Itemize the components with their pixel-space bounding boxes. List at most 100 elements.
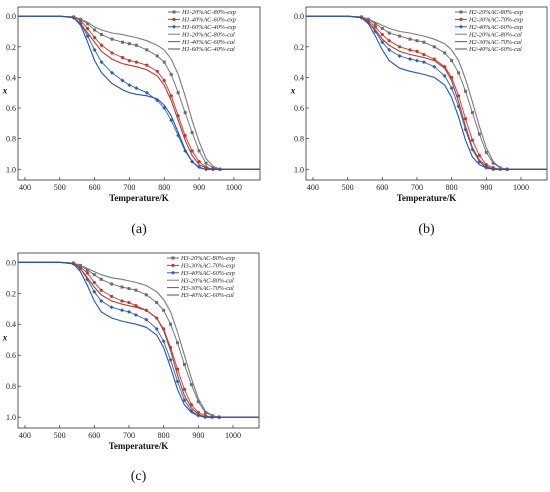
data-point [110, 70, 115, 75]
data-point [380, 32, 384, 37]
data-point [190, 149, 194, 153]
legend-label: H3-40%AC-60%-exp [180, 270, 235, 277]
data-point [176, 91, 180, 95]
data-point [162, 60, 166, 64]
legend-label: H2-30%AC-70%-exp [468, 17, 523, 24]
data-point [134, 288, 138, 292]
data-point [110, 282, 114, 286]
x-tick-label: 400 [19, 183, 31, 192]
data-point [197, 160, 201, 164]
data-point [387, 39, 391, 43]
legend-label: H1-60%AC-40%-exp [181, 24, 236, 31]
data-point [134, 86, 139, 91]
legend-marker [459, 17, 463, 21]
x-tick-label: 900 [192, 431, 204, 440]
x-tick-label: 400 [19, 431, 31, 440]
legend-label: H2-20%AC-80%-exp [468, 9, 523, 16]
x-axis-label: Temperature/K [397, 193, 457, 203]
data-point [93, 36, 97, 40]
data-point [99, 299, 104, 304]
data-point [443, 51, 447, 55]
legend-label: H3-30%AC-70%-exp [180, 263, 235, 270]
data-point [144, 90, 149, 95]
data-point [120, 299, 124, 303]
y-tick-label: 0.2 [6, 289, 16, 298]
series-line [18, 261, 259, 418]
data-point [134, 304, 138, 308]
data-point [100, 33, 104, 37]
data-point [155, 301, 159, 305]
y-tick-label: 1.0 [6, 165, 16, 174]
y-tick-label: 0.0 [294, 12, 304, 21]
series-line [18, 15, 260, 170]
legend-marker [172, 10, 176, 14]
data-point [175, 379, 180, 384]
chart-panel-0: 400 500 600 700 800 900 1000 0.0 0.2 0.4 0.6 0.8 1.0… [2, 6, 261, 237]
x-tick-label: 500 [54, 431, 66, 440]
plot-frame [17, 6, 261, 181]
data-point [110, 294, 114, 298]
data-point [99, 277, 103, 281]
data-point [196, 400, 200, 404]
y-tick-label: 0.8 [6, 382, 16, 391]
data-point [463, 117, 468, 121]
x-tick-label: 500 [342, 183, 354, 192]
data-point [415, 49, 419, 53]
data-point [92, 289, 97, 294]
data-point [182, 398, 187, 403]
data-point [92, 273, 96, 277]
data-point [109, 305, 114, 310]
legend-label: H2-20%AC-80%-cal [468, 31, 522, 38]
data-point [155, 54, 159, 58]
data-point [86, 26, 90, 31]
data-point [387, 47, 392, 52]
data-point [457, 71, 461, 75]
legend-marker [459, 24, 463, 29]
data-point [182, 387, 187, 391]
x-tick-label: 500 [54, 183, 66, 192]
data-point [398, 34, 402, 38]
data-point [127, 42, 131, 46]
panel-caption: (b) [418, 222, 435, 237]
data-point [373, 22, 377, 26]
series-line [18, 15, 260, 170]
legend-label: H2-30%AC-70%-cal [468, 39, 522, 46]
data-point [92, 280, 96, 285]
data-point [408, 37, 412, 41]
data-point [415, 39, 419, 43]
y-tick-label: 0.2 [294, 43, 304, 52]
data-point [127, 58, 132, 63]
data-point [127, 300, 131, 305]
data-point [99, 288, 103, 292]
legend-label: H3-20%AC-80%-exp [180, 255, 235, 262]
data-point [380, 26, 384, 30]
legend-label: H2-40%AC-60%-cal [468, 46, 522, 53]
legend-label: H2-40%AC-60%-exp [468, 24, 523, 31]
x-tick-label: 900 [193, 183, 205, 192]
data-point [145, 48, 149, 52]
data-point [134, 60, 138, 64]
x-axis-label: Temperature/K [109, 441, 169, 451]
data-point [197, 149, 201, 153]
y-tick-label: 0.6 [294, 104, 304, 113]
data-point [154, 326, 159, 331]
x-tick-label: 1000 [513, 183, 529, 192]
data-point [373, 25, 377, 29]
data-point [189, 383, 193, 387]
data-point [110, 51, 114, 55]
data-point [190, 131, 194, 135]
data-point [464, 89, 468, 93]
data-point [449, 86, 454, 91]
legend-marker [171, 270, 175, 275]
data-point [144, 317, 149, 322]
y-tick-label: 0.4 [294, 73, 304, 82]
data-point [176, 341, 180, 345]
legend: H3-20%AC-80%-expH3-30%AC-70%-expH3-40%AC… [167, 255, 235, 299]
data-point [387, 31, 391, 35]
data-point [432, 64, 437, 69]
panel-caption: (a) [131, 222, 147, 237]
series-line [306, 15, 547, 170]
legend-label: H3-30%AC-70%-cal [180, 285, 234, 292]
y-tick-label: 0.8 [294, 135, 304, 144]
